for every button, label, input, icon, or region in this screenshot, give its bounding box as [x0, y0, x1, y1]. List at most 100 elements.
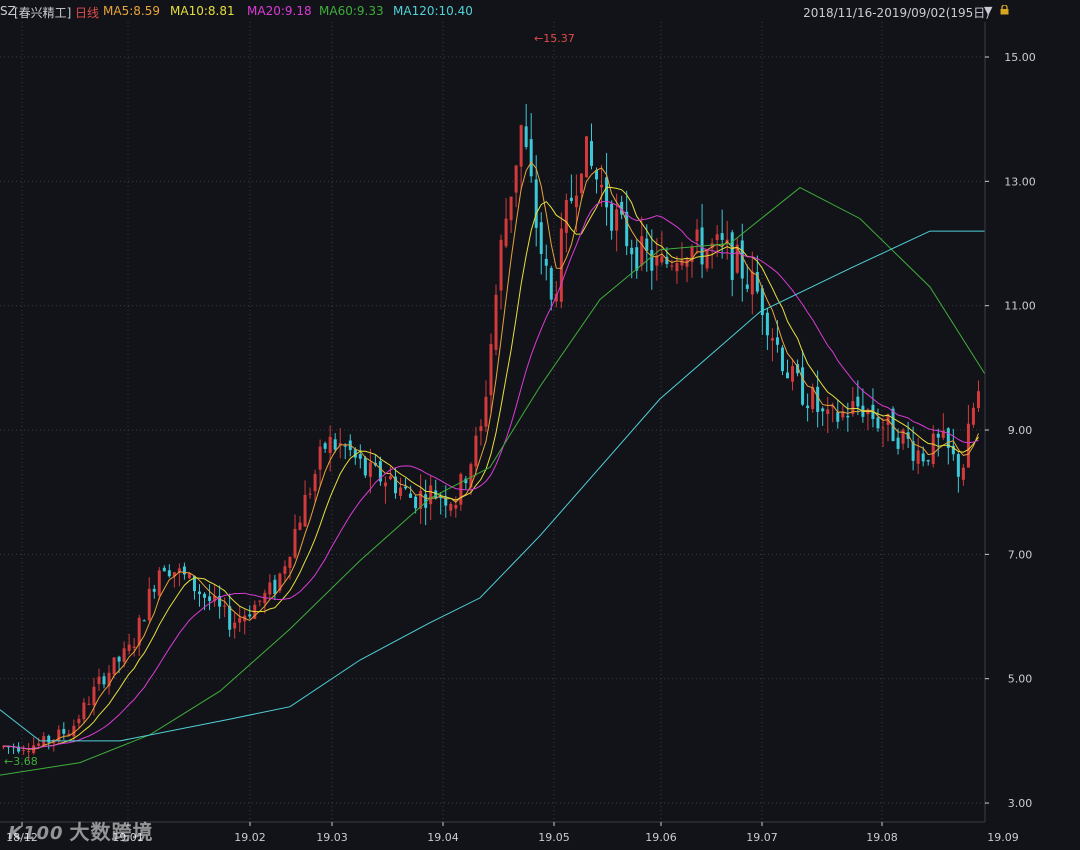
candle-body [891, 408, 895, 442]
candle-body [775, 337, 779, 345]
candle-body [82, 702, 86, 720]
candle-body [600, 184, 604, 188]
candle-body [7, 746, 11, 748]
candle-body [866, 409, 870, 415]
candle-body [770, 338, 774, 341]
candle-body [559, 228, 563, 302]
candle-body [394, 476, 397, 494]
candle-body [62, 728, 66, 734]
candle-body [655, 255, 659, 266]
ma60-legend: MA60:9.33 [319, 4, 384, 18]
candle-body [675, 262, 679, 272]
ma120-line [0, 230, 985, 742]
candle-body [343, 445, 347, 447]
ma120-legend: MA120:10.40 [393, 4, 473, 18]
candle-body [278, 573, 282, 591]
candle-body [710, 243, 714, 249]
candle-body [620, 201, 624, 215]
x-tick-label: 19.03 [316, 831, 348, 844]
candle-body [127, 644, 131, 651]
lock-icon[interactable] [1000, 5, 1009, 15]
candle-body [685, 259, 689, 267]
candle-body [615, 209, 619, 231]
candle-body [162, 567, 166, 572]
candle-body [273, 579, 277, 595]
candle-body [77, 718, 81, 724]
candle-body [358, 454, 362, 459]
candle-body [388, 476, 392, 480]
candle-body [22, 750, 26, 752]
candle-body [444, 497, 448, 506]
candle-body [132, 646, 136, 648]
candle-body [916, 450, 920, 464]
candle-body [87, 703, 91, 705]
candle-body [544, 258, 548, 266]
ma10-line [3, 186, 979, 750]
candle-body [328, 436, 332, 454]
candle-body [881, 427, 885, 429]
candle-body [569, 197, 573, 201]
candle-body [610, 203, 614, 231]
y-tick-label: 15.00 [1004, 51, 1036, 64]
candle-body [72, 725, 76, 737]
candle-body [238, 617, 242, 623]
candle-body [841, 411, 845, 418]
candle-body [2, 746, 5, 748]
candle-body [645, 238, 649, 251]
stock-code: SZ [0, 4, 16, 18]
candle-body [539, 222, 543, 254]
date-range[interactable]: 2018/11/16-2019/09/02(195日) [803, 6, 990, 20]
candle-body [92, 686, 96, 706]
candle-body [308, 493, 312, 495]
candles [2, 104, 980, 761]
ma5-legend: MA5:8.59 [103, 4, 160, 18]
candle-body [851, 401, 855, 415]
candle-body [579, 173, 583, 193]
candle-body [213, 595, 217, 602]
period-label[interactable]: 日线 [75, 6, 100, 20]
candle-body [203, 593, 207, 598]
ma60-line [0, 187, 986, 776]
chevron-down-icon[interactable]: ▼ [984, 4, 993, 17]
candle-body [333, 439, 337, 450]
candle-body [554, 294, 558, 302]
candle-body [760, 288, 764, 316]
ma20-line [3, 200, 979, 750]
candle-body [142, 620, 146, 622]
candle-body [409, 493, 413, 498]
candle-body [383, 482, 387, 487]
candle-body [630, 247, 634, 255]
candle-body [469, 464, 473, 488]
candle-body [509, 196, 513, 221]
candle-body [37, 743, 41, 746]
candle-body [635, 247, 639, 271]
candle-body [293, 528, 297, 558]
candle-body [97, 676, 101, 684]
candle-body [484, 396, 488, 427]
moving-average-lines [0, 161, 986, 776]
candle-body [665, 256, 669, 265]
candle-body [750, 271, 754, 295]
candle-body [715, 234, 719, 240]
candle-body [966, 423, 970, 468]
watermark-text: 大数跨境 [69, 820, 154, 844]
candle-body [67, 733, 71, 736]
ma20-legend: MA20:9.18 [247, 4, 312, 18]
max-price-label: ←15.37 [534, 32, 575, 45]
watermark: K100 大数跨境 [8, 816, 154, 845]
candle-body [27, 751, 31, 753]
candle-body [137, 617, 141, 646]
x-tick-label: 19.07 [746, 831, 778, 844]
candle-body [971, 407, 975, 425]
candle-body [911, 441, 915, 461]
candle-body [951, 445, 955, 455]
x-tick-label: 19.02 [234, 831, 266, 844]
candle-body [378, 461, 382, 482]
grid-lines [0, 22, 985, 822]
candle-body [519, 125, 523, 167]
candle-body [640, 236, 644, 266]
candle-body [735, 244, 739, 273]
candle-body [811, 386, 815, 409]
x-tick-label: 19.01 [112, 831, 144, 844]
candle-body [499, 239, 503, 291]
